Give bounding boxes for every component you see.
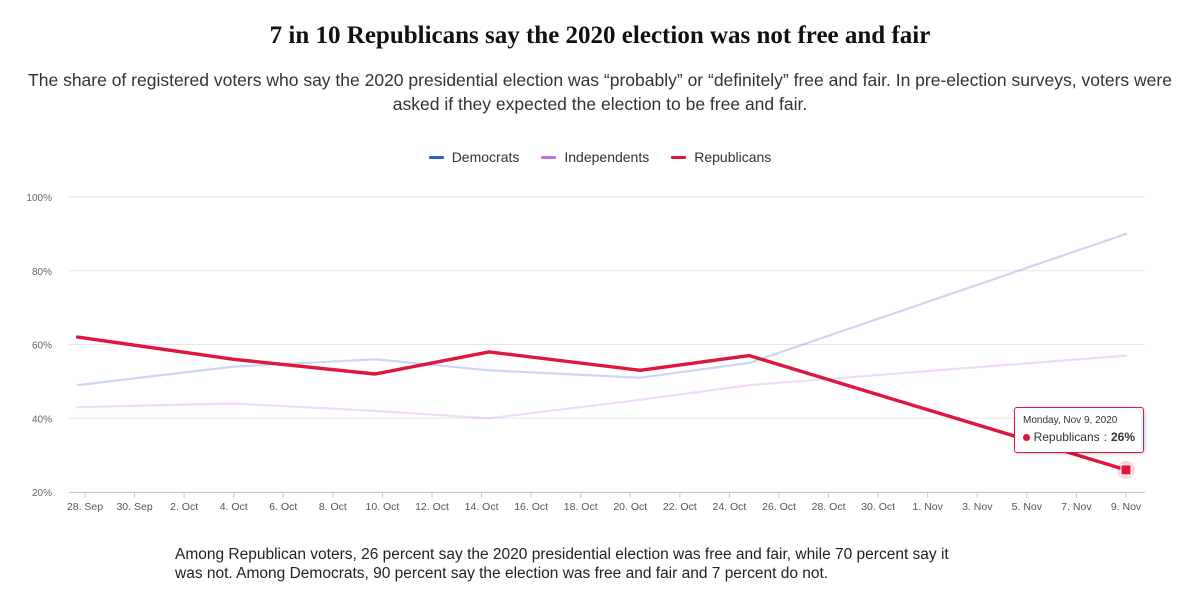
legend-label-republicans: Republicans bbox=[694, 149, 772, 165]
series-line-independents bbox=[76, 354, 1128, 420]
y-tick-label: 80% bbox=[32, 267, 52, 278]
legend-item-independents[interactable]: Independents bbox=[541, 149, 649, 165]
tooltip-date: Monday, Nov 9, 2020 bbox=[1023, 415, 1118, 426]
x-tick-label: 4. Oct bbox=[220, 501, 248, 513]
x-tick-label: 30. Oct bbox=[861, 501, 895, 513]
chart-title: 7 in 10 Republicans say the 2020 electio… bbox=[269, 22, 931, 49]
x-tick-label: 16. Oct bbox=[514, 501, 548, 513]
x-tick-label: 30. Sep bbox=[116, 501, 152, 513]
tooltip-value: 26% bbox=[1110, 430, 1135, 444]
x-tick-label: 12. Oct bbox=[415, 501, 449, 513]
x-tick-label: 1. Nov bbox=[913, 501, 944, 513]
x-tick-label: 7. Nov bbox=[1061, 501, 1092, 513]
legend-item-democrats[interactable]: Democrats bbox=[428, 149, 520, 165]
x-tick-label: 14. Oct bbox=[465, 501, 499, 513]
y-tick-label: 60% bbox=[32, 341, 52, 352]
tooltip-colon: : bbox=[1103, 430, 1107, 444]
tooltip-series: Republicans bbox=[1033, 430, 1100, 444]
series-line-republicans bbox=[75, 335, 1128, 472]
series-line-democrats bbox=[76, 232, 1128, 387]
x-tick-label: 8. Oct bbox=[319, 501, 347, 513]
x-tick-label: 20. Oct bbox=[613, 501, 647, 513]
y-tick-label: 40% bbox=[32, 414, 52, 425]
x-tick-label: 28. Oct bbox=[812, 501, 846, 513]
legend-swatch-democrats bbox=[428, 155, 444, 159]
legend-swatch-republicans bbox=[671, 155, 687, 159]
x-tick-label: 9. Nov bbox=[1111, 501, 1142, 513]
footnote: Among Republican voters, 26 percent say … bbox=[175, 546, 949, 582]
legend-swatch-independents bbox=[541, 155, 557, 159]
tooltip: Monday, Nov 9, 2020 Republicans: 26% bbox=[1014, 407, 1144, 453]
x-tick-label: 22. Oct bbox=[663, 501, 697, 513]
highlight-marker bbox=[1120, 464, 1132, 476]
legend-label-democrats: Democrats bbox=[451, 149, 520, 165]
x-tick-label: 28. Sep bbox=[67, 501, 103, 513]
x-tick-label: 10. Oct bbox=[365, 501, 399, 513]
chart-subtitle: The share of registered voters who say t… bbox=[28, 70, 1172, 114]
x-tick-label: 26. Oct bbox=[762, 501, 796, 513]
x-tick-label: 24. Oct bbox=[712, 501, 746, 513]
x-tick-label: 6. Oct bbox=[269, 501, 297, 513]
x-tick-label: 5. Nov bbox=[1012, 501, 1043, 513]
legend-label-independents: Independents bbox=[564, 149, 650, 165]
y-tick-label: 100% bbox=[26, 193, 52, 204]
x-tick-label: 2. Oct bbox=[170, 501, 198, 513]
y-tick-label: 20% bbox=[32, 488, 52, 499]
x-tick-label: 18. Oct bbox=[564, 501, 598, 513]
tooltip-row: Republicans: 26% bbox=[1023, 429, 1135, 445]
tooltip-dot bbox=[1023, 433, 1030, 441]
legend: Democrats Independents Republicans bbox=[0, 149, 1200, 165]
x-tick-label: 3. Nov bbox=[962, 501, 993, 513]
legend-item-republicans[interactable]: Republicans bbox=[671, 149, 771, 165]
